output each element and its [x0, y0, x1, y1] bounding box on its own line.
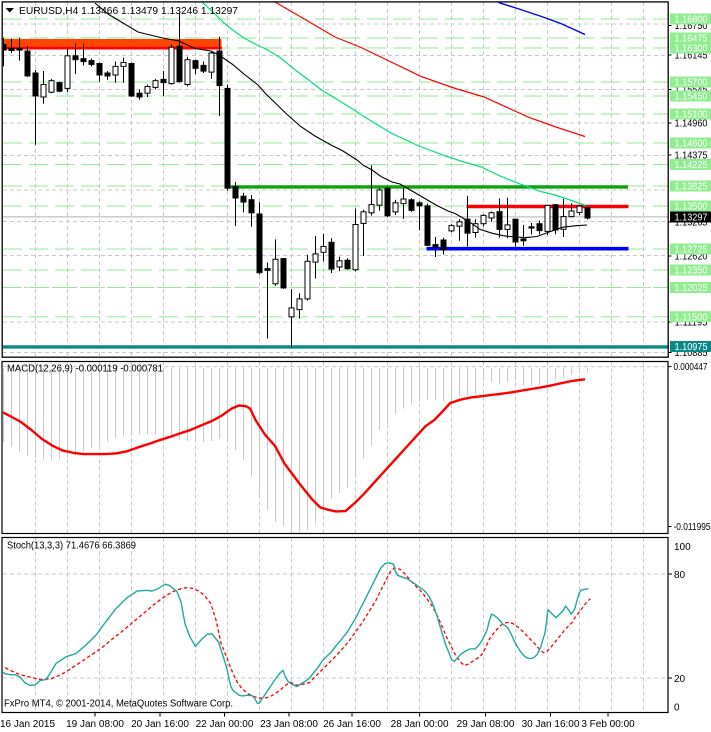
svg-text:20: 20	[674, 674, 686, 685]
svg-text:1.12620: 1.12620	[675, 252, 708, 263]
svg-text:MACD(12,26,9) -0.000119 -0.000: MACD(12,26,9) -0.000119 -0.000781	[7, 364, 163, 375]
svg-text:1.13297: 1.13297	[675, 213, 708, 224]
svg-text:30 Jan 16:00: 30 Jan 16:00	[522, 719, 580, 730]
svg-text:28 Jan 00:00: 28 Jan 00:00	[391, 719, 449, 730]
svg-text:0: 0	[674, 703, 680, 714]
svg-text:80: 80	[674, 570, 686, 581]
svg-text:-0.011995: -0.011995	[674, 522, 711, 533]
svg-text:1.13500: 1.13500	[675, 202, 708, 213]
svg-text:EURUSD,H4 1.13466 1.13479 1.1: EURUSD,H4 1.13466 1.13479 1.13246 1.1329…	[19, 5, 238, 17]
svg-text:1.11195: 1.11195	[675, 318, 708, 329]
svg-text:1.12350: 1.12350	[675, 266, 708, 277]
svg-text:100: 100	[674, 542, 691, 553]
svg-text:0.000447: 0.000447	[674, 362, 708, 373]
svg-text:1.15100: 1.15100	[675, 110, 708, 121]
svg-text:1.13825: 1.13825	[675, 182, 708, 193]
svg-text:1.14960: 1.14960	[675, 119, 708, 130]
svg-text:29 Jan 08:00: 29 Jan 08:00	[457, 719, 515, 730]
svg-text:3 Feb 00:00: 3 Feb 00:00	[581, 719, 635, 730]
svg-text:1.12725: 1.12725	[675, 245, 708, 256]
svg-text:1.16750: 1.16750	[675, 21, 708, 32]
svg-text:1.15450: 1.15450	[675, 92, 708, 103]
svg-text:1.14375: 1.14375	[675, 151, 708, 162]
svg-text:1.11500: 1.11500	[675, 312, 708, 323]
svg-text:Stoch(13,3,3) 71.4676 66.3869: Stoch(13,3,3) 71.4676 66.3869	[7, 541, 136, 552]
svg-text:22 Jan 00:00: 22 Jan 00:00	[196, 719, 254, 730]
svg-text:1.12025: 1.12025	[675, 283, 708, 294]
svg-text:1.13265: 1.13265	[675, 218, 708, 229]
svg-text:1.16300: 1.16300	[675, 44, 708, 55]
svg-text:1.16145: 1.16145	[675, 51, 708, 62]
svg-text:1.16475: 1.16475	[675, 34, 708, 45]
svg-text:1.14600: 1.14600	[675, 139, 708, 150]
svg-text:16 Jan 2015: 16 Jan 2015	[0, 719, 55, 730]
svg-text:FxPro MT4, © 2001-2014, MetaQu: FxPro MT4, © 2001-2014, MetaQuotes Softw…	[4, 699, 233, 710]
svg-text:1.10975: 1.10975	[675, 342, 708, 353]
svg-text:26 Jan 16:00: 26 Jan 16:00	[323, 719, 381, 730]
svg-text:20 Jan 16:00: 20 Jan 16:00	[131, 719, 189, 730]
svg-text:1.15700: 1.15700	[675, 78, 708, 89]
svg-text:23 Jan 08:00: 23 Jan 08:00	[260, 719, 318, 730]
svg-text:19 Jan 08:00: 19 Jan 08:00	[66, 719, 124, 730]
svg-text:1.10885: 1.10885	[675, 348, 708, 359]
svg-text:1.14225: 1.14225	[675, 160, 708, 171]
svg-text:1.16800: 1.16800	[675, 15, 708, 26]
